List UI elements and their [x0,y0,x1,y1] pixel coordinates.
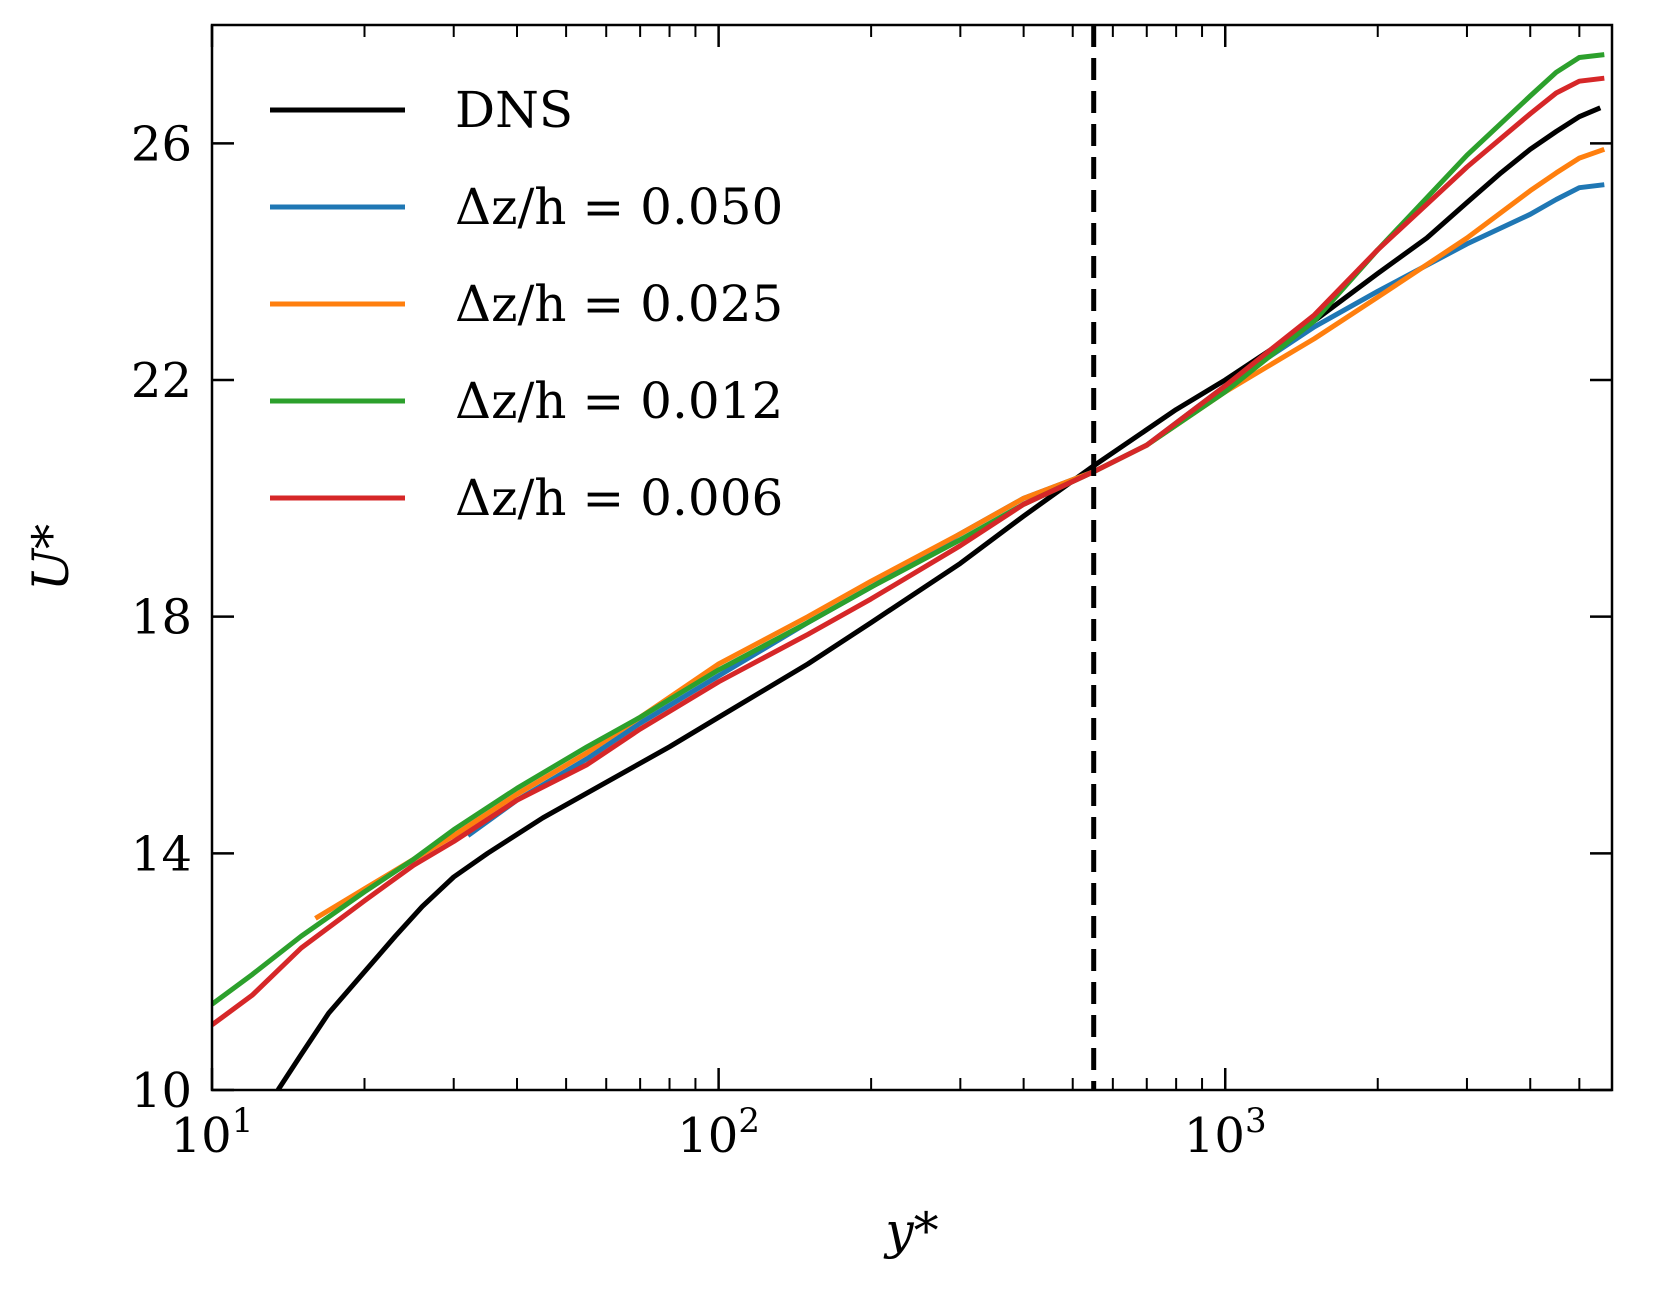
series-group [212,25,1606,1090]
series-line-4 [212,75,1605,1027]
x-tick-label: 102 [677,1101,760,1164]
legend-label-2: Δz/h = 0.025 [455,275,783,333]
legend-label-1: Δz/h = 0.050 [455,178,783,236]
legend: DNS Δz/h = 0.050 Δz/h = 0.025 Δz/h = 0.012 Δ… [270,81,783,527]
y-tick-label: 10 [131,1063,192,1119]
series-line-2 [314,146,1606,921]
plot-area [212,25,1606,1090]
y-axis-label: U* [22,524,80,591]
y-tick-label: 18 [131,590,192,646]
plot-frame [210,23,1614,1092]
series-line-0 [275,105,1602,1090]
axis-ticks: 10 14 18 22 26 101 102 103 [131,25,1612,1164]
x-tick-label: 101 [171,1101,254,1164]
legend-label-3: Δz/h = 0.012 [455,372,783,430]
x-tick-label: 103 [1184,1101,1267,1164]
x-axis-label: y* [883,1202,938,1260]
legend-label-4: Δz/h = 0.006 [455,469,783,527]
y-tick-label: 22 [131,353,192,409]
series-line-3 [212,52,1605,1007]
y-tick-label: 14 [131,826,192,882]
y-tick-label: 26 [131,116,192,172]
legend-label-0: DNS [455,81,573,139]
